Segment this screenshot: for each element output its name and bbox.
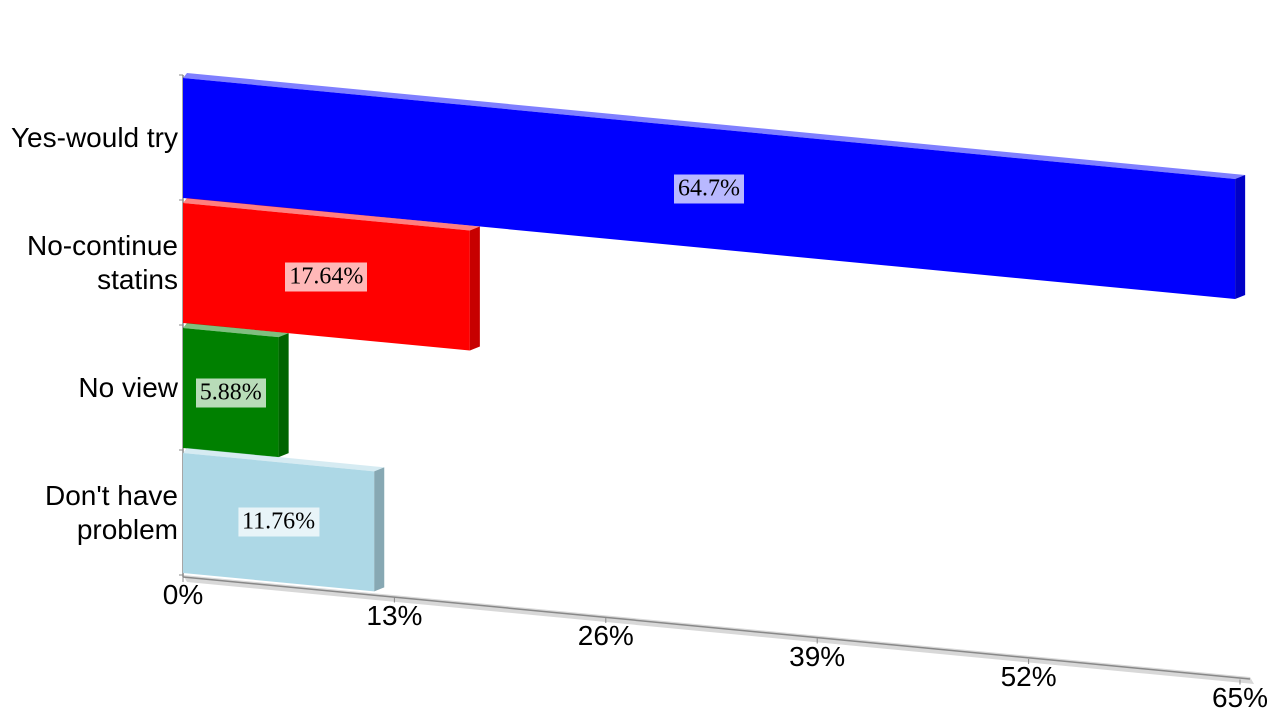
y-tick-label: No-continue statins bbox=[27, 229, 178, 295]
y-tick-label: Don't have problem bbox=[45, 479, 178, 545]
bar-side-shade bbox=[469, 226, 480, 351]
x-axis bbox=[182, 576, 1251, 680]
value-label: 17.64% bbox=[285, 262, 368, 292]
x-tick-label: 65% bbox=[1211, 681, 1269, 713]
value-label: 11.76% bbox=[238, 507, 320, 537]
bar-top bbox=[183, 323, 289, 338]
bar-top bbox=[183, 448, 385, 472]
bar-side-shade bbox=[374, 467, 385, 592]
bar-side bbox=[374, 467, 385, 592]
x-tick-label: 26% bbox=[577, 620, 634, 651]
x-tick-label: 0% bbox=[162, 579, 204, 610]
bar-side bbox=[1235, 175, 1246, 300]
value-label: 5.88% bbox=[195, 378, 266, 408]
bar-top bbox=[183, 198, 480, 231]
bar-top bbox=[183, 73, 1246, 180]
x-tick-label: 52% bbox=[1000, 661, 1057, 693]
bar-side bbox=[469, 226, 480, 351]
floor bbox=[183, 575, 1254, 684]
y-tick-label: Yes-would try bbox=[10, 121, 178, 153]
bar-side bbox=[278, 333, 289, 458]
y-tick-label: No view bbox=[78, 371, 178, 403]
bar-side-shade bbox=[1235, 175, 1246, 300]
value-label: 64.7% bbox=[674, 174, 745, 203]
x-tick-label: 13% bbox=[366, 599, 423, 631]
x-tick-label: 39% bbox=[789, 640, 846, 672]
bar-side-shade bbox=[278, 333, 289, 458]
